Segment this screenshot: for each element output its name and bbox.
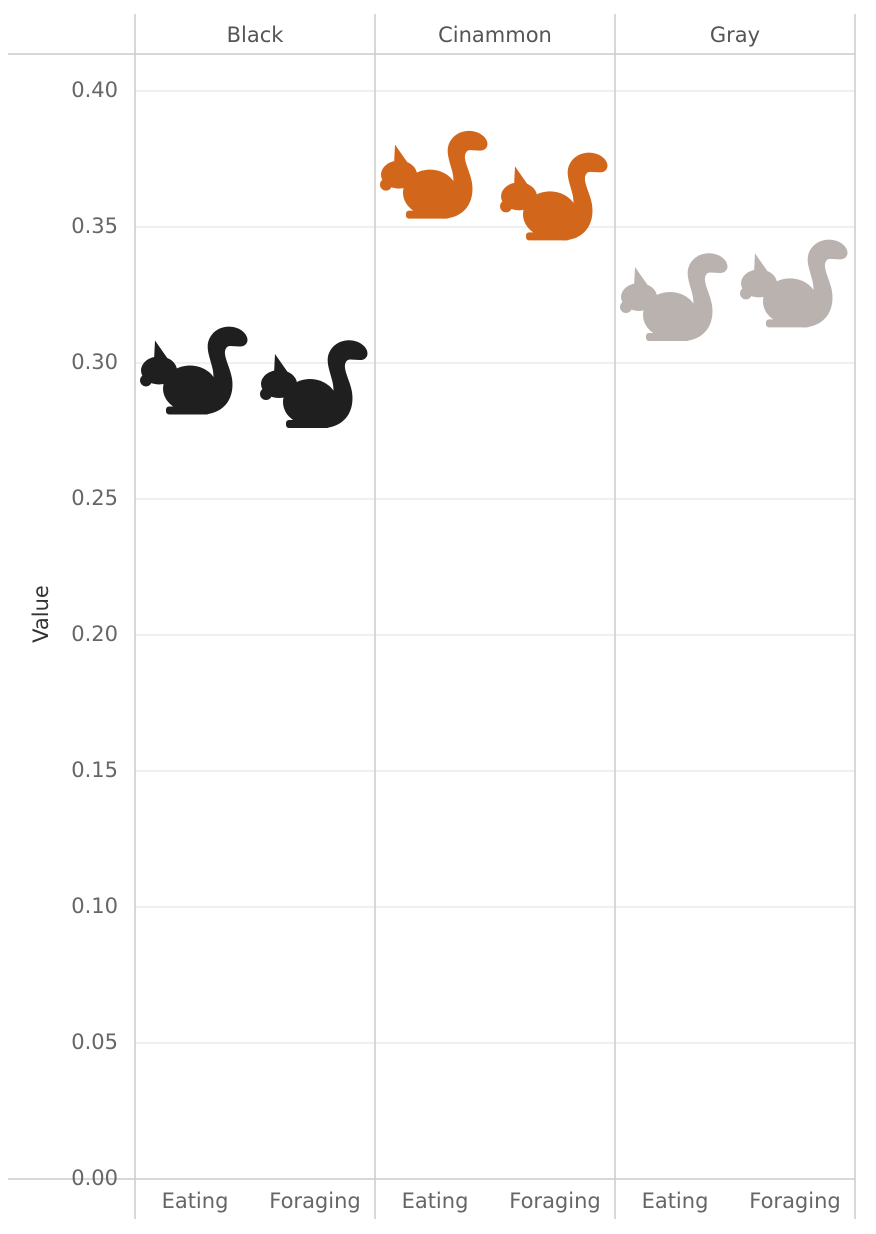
data-marks [140, 130, 848, 429]
y-tick-label: 0.15 [71, 758, 118, 782]
x-tick-label: Foraging [269, 1189, 361, 1213]
x-tick-label: Foraging [749, 1189, 841, 1213]
x-tick-label: Eating [642, 1189, 709, 1213]
x-tick-label: Foraging [509, 1189, 601, 1213]
y-tick-label: 0.00 [71, 1166, 118, 1190]
y-tick-label: 0.20 [71, 622, 118, 646]
panel-label: Cinammon [438, 23, 552, 47]
y-tick-label: 0.30 [71, 350, 118, 374]
squirrel-mark [140, 326, 248, 415]
y-tick-label: 0.35 [71, 214, 118, 238]
facet-frame [8, 14, 856, 1219]
panel-label: Black [227, 23, 285, 47]
gridlines [135, 90, 855, 1044]
x-tick-label: Eating [162, 1189, 229, 1213]
y-tick-label: 0.05 [71, 1030, 118, 1054]
y-tick-label: 0.40 [71, 78, 118, 102]
squirrel-mark [380, 130, 488, 219]
squirrel-mark [260, 340, 368, 429]
y-tick-label: 0.25 [71, 486, 118, 510]
x-tick-label: Eating [402, 1189, 469, 1213]
x-axis-ticks: Eating Foraging Eating Foraging Eating Foragi… [162, 1189, 841, 1213]
panel-label: Gray [710, 23, 760, 47]
panel-headers: Black Cinammon Gray [227, 23, 761, 47]
y-axis-ticks: 0.00 0.05 0.10 0.15 0.20 0.25 0.30 0.35 0.40 [71, 78, 118, 1190]
squirrel-mark [620, 253, 728, 341]
y-tick-label: 0.10 [71, 894, 118, 918]
y-axis-title: Value [29, 585, 53, 643]
squirrel-mark [740, 239, 848, 328]
